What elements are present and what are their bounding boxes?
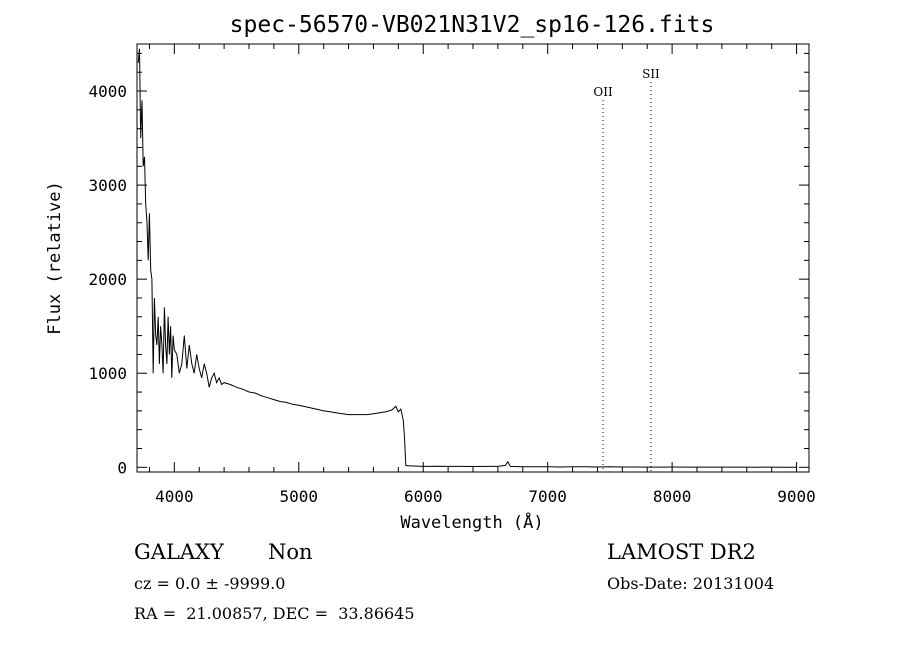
line-marker-label-oii: OII <box>593 85 613 99</box>
y-tick-label: 4000 <box>88 82 127 101</box>
spectrum-line <box>137 48 797 468</box>
y-tick-label: 0 <box>117 458 127 477</box>
object-subclass: Non <box>268 540 313 564</box>
object-class: GALAXY <box>134 540 224 564</box>
x-axis: 4000 5000 6000 7000 8000 9000 <box>148 44 816 506</box>
x-tick-label: 8000 <box>653 487 692 506</box>
x-axis-label: Wavelength (Å) <box>400 511 543 533</box>
x-tick-label: 4000 <box>155 487 194 506</box>
coordinates-line: RA = 21.00857, DEC = 33.86645 <box>134 604 415 623</box>
emission-line-markers: OII SII <box>593 67 660 472</box>
y-axis-label: Flux (relative) <box>45 181 65 335</box>
x-tick-label: 6000 <box>404 487 443 506</box>
redshift-line: cz = 0.0 ± -9999.0 <box>134 574 286 593</box>
y-tick-label: 1000 <box>88 364 127 383</box>
y-tick-label: 2000 <box>88 270 127 289</box>
x-tick-label: 9000 <box>777 487 816 506</box>
y-tick-label: 3000 <box>88 176 127 195</box>
y-axis: 0 1000 2000 3000 4000 <box>88 52 809 477</box>
line-marker-label-sii: SII <box>642 67 660 81</box>
plot-frame <box>136 43 810 473</box>
x-tick-label: 7000 <box>528 487 567 506</box>
survey-name: LAMOST DR2 <box>607 540 756 564</box>
chart-title: spec-56570-VB021N31V2_sp16-126.fits <box>230 12 715 38</box>
x-tick-label: 5000 <box>280 487 319 506</box>
observation-date: Obs-Date: 20131004 <box>607 574 775 593</box>
